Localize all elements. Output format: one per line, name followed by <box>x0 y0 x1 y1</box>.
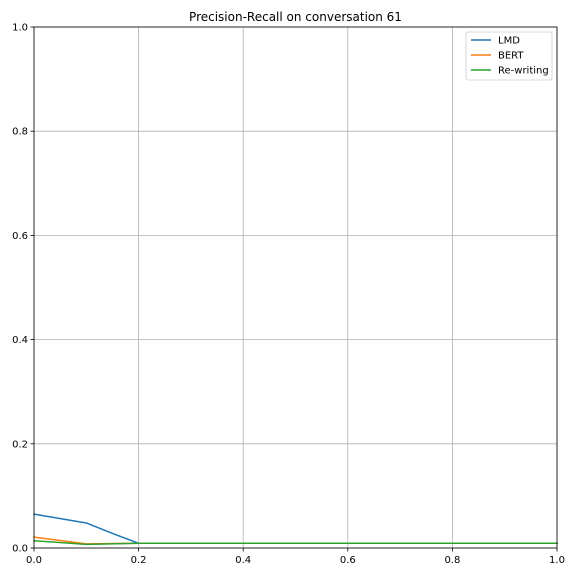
legend-box <box>465 31 553 81</box>
x-tick-label: 0.6 <box>340 555 356 566</box>
plot-frame <box>33 26 558 549</box>
x-tick-label: 0.8 <box>444 555 460 566</box>
series-line-lmd <box>33 513 558 545</box>
x-tick-label: 0.0 <box>26 555 42 566</box>
y-tick-label: 0.4 <box>12 335 28 346</box>
legend-label: LMD <box>498 36 520 47</box>
y-tick-label: 1.0 <box>12 23 28 34</box>
legend-label: Re-writing <box>498 66 549 77</box>
y-tick-label: 0.8 <box>12 127 28 138</box>
axis-ticks: 0.0 0.2 0.4 0.6 0.8 1.0 0.0 0.2 0.4 0.6 0.8 1.0 <box>12 23 565 567</box>
x-tick-label: 1.0 <box>549 555 565 566</box>
legend: LMD BERT Re-writing <box>465 31 553 81</box>
series-line-re-writing <box>33 539 558 546</box>
chart-title: Precision-Recall on conversation 61 <box>189 10 402 24</box>
y-tick-label: 0.6 <box>12 231 28 242</box>
x-tick-label: 0.4 <box>235 555 251 566</box>
y-tick-label: 0.2 <box>12 439 28 450</box>
series-lines <box>33 513 558 546</box>
y-tick-label: 0.0 <box>12 544 28 555</box>
legend-label: BERT <box>498 51 524 62</box>
x-tick-label: 0.2 <box>131 555 147 566</box>
grid <box>33 26 558 549</box>
